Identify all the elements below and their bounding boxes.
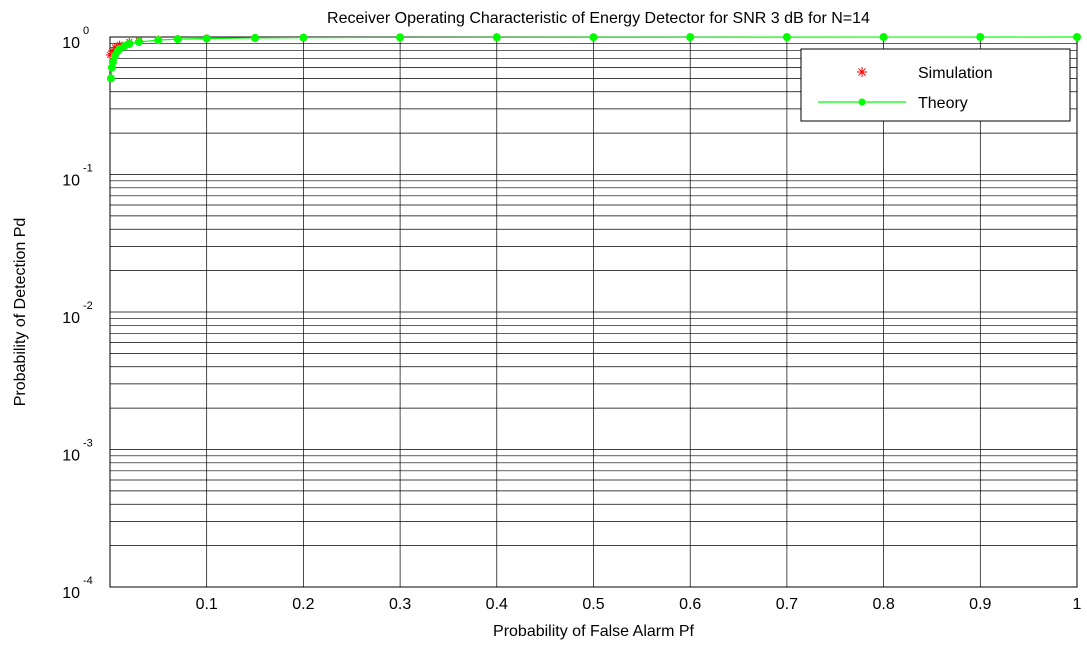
data-point [154, 36, 163, 45]
y-tick-label: 10 [62, 585, 80, 602]
data-point [1073, 33, 1081, 41]
y-tick-exponent: -4 [83, 575, 93, 587]
x-tick-label: 0.8 [872, 596, 894, 613]
series-theory [106, 33, 1081, 83]
y-tick-label: 10 [62, 173, 80, 190]
y-tick-exponent: -3 [83, 438, 93, 450]
legend-sample-theory [818, 98, 906, 106]
x-tick-label: 0.6 [679, 596, 701, 613]
legend-marker-dot [858, 98, 866, 106]
data-point [125, 39, 134, 48]
data-point [782, 33, 791, 42]
data-point [396, 33, 405, 42]
legend: Simulation Theory [800, 48, 1071, 122]
y-tick-exponent: -2 [83, 300, 93, 312]
x-tick-label: 1 [1073, 596, 1082, 613]
legend-sample-simulation [857, 67, 867, 77]
y-axis-title: Probability of Detection Pd [12, 218, 29, 407]
x-tick-label: 0.7 [776, 596, 798, 613]
x-tick-label: 0.4 [486, 596, 508, 613]
data-point [492, 33, 501, 42]
legend-label-simulation: Simulation [918, 65, 993, 82]
data-point [106, 74, 115, 83]
x-tick-label: 0.9 [969, 596, 991, 613]
series-layer [106, 33, 1081, 83]
y-tick-exponent: 0 [83, 25, 89, 37]
data-point [135, 37, 144, 46]
legend-label-theory: Theory [918, 95, 968, 112]
data-point [251, 33, 260, 42]
x-axis-ticks: 0.1 0.2 0.3 0.4 0.5 0.6 0.7 0.8 0.9 1 [196, 596, 1082, 613]
legend-marker-asterisk [857, 67, 867, 77]
legend-box [800, 48, 1071, 122]
data-point [299, 33, 308, 42]
data-point [173, 35, 182, 44]
y-tick-label: 10 [62, 310, 80, 327]
y-tick-label: 10 [62, 35, 80, 52]
x-tick-label: 0.1 [196, 596, 218, 613]
data-point [589, 33, 598, 42]
data-point [976, 33, 985, 42]
x-axis-title: Probability of False Alarm Pf [493, 623, 695, 640]
x-tick-label: 0.3 [389, 596, 411, 613]
data-point [879, 33, 888, 42]
data-point [686, 33, 695, 42]
y-tick-exponent: -1 [83, 163, 93, 175]
chart-title: Receiver Operating Characteristic of Ene… [327, 10, 870, 27]
y-tick-label: 10 [62, 448, 80, 465]
data-point [202, 34, 211, 43]
x-tick-label: 0.2 [292, 596, 314, 613]
x-tick-label: 0.5 [582, 596, 604, 613]
